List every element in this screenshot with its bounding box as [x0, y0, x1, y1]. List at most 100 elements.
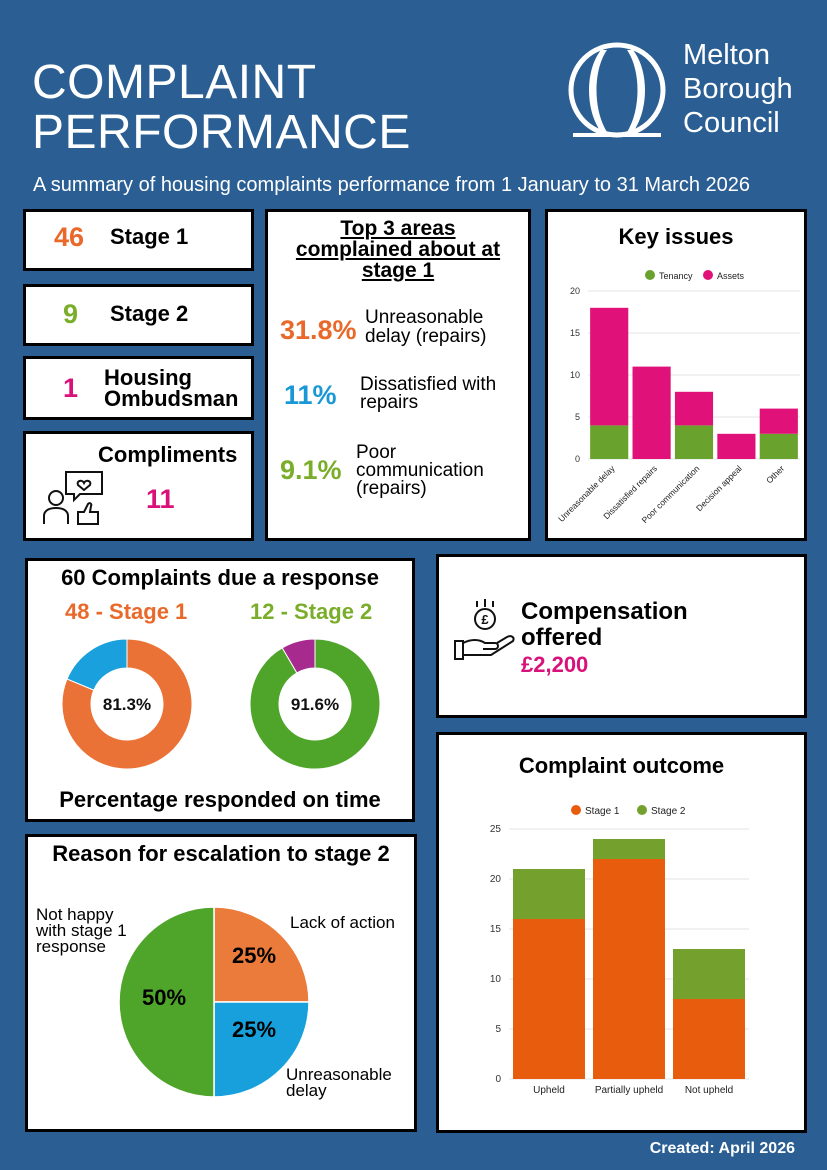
top-areas-title: Top 3 areas complained about at stage 1	[268, 218, 528, 281]
x-label-0: Upheld	[533, 1085, 565, 1096]
top-area-1-pct: 31.8%	[280, 315, 357, 345]
key-issues-card: Key issues Tenancy Assets 0 5 10 15 20 Unreason…	[545, 209, 807, 541]
page-subtitle: A summary of housing complaints performa…	[33, 174, 751, 196]
legend-marker-0	[571, 805, 581, 815]
due-stage1-label: 48 - Stage 1	[65, 599, 188, 624]
legend-marker-0	[645, 270, 655, 280]
stage1-card: 46 Stage 1	[23, 209, 254, 271]
ombudsman-label-line1: Housing	[104, 365, 192, 390]
logo-line-2: Borough	[683, 73, 793, 105]
y-tick-3: 15	[490, 924, 502, 935]
donut-center-label: 81.3%	[103, 695, 151, 714]
key-issues-title: Key issues	[618, 224, 734, 249]
stage2-label: Stage 2	[110, 301, 189, 326]
due-response-card: 60 Complaints due a response 48 - Stage …	[25, 558, 415, 822]
x-label-3: Decision appeal	[694, 463, 744, 513]
bar-2-0	[673, 999, 745, 1079]
svg-text:£: £	[481, 612, 489, 627]
not-happy-line3: response	[36, 937, 106, 956]
outcome-title: Complaint outcome	[518, 753, 725, 778]
y-tick-1: 5	[495, 1024, 501, 1035]
compensation-line2: offered	[521, 624, 603, 651]
compensation-card: £ Compensation offered £2,200	[436, 554, 807, 718]
escalation-label-lack-of-action: Lack of action	[290, 913, 395, 932]
top-area-2-label: Dissatisfied with repairs	[360, 374, 497, 413]
donut-segment-late	[66, 638, 128, 691]
bar-1-0	[593, 859, 665, 1079]
bar-0-1	[590, 307, 629, 426]
compliments-label: Compliments	[98, 442, 238, 467]
top-area-2-line2: repairs	[360, 392, 419, 413]
y-tick-1: 5	[575, 412, 580, 422]
logo-line-1: Melton	[683, 39, 771, 71]
unreasonable-line1: Unreasonable	[286, 1065, 392, 1084]
not-happy-line2: with stage 1	[36, 921, 127, 940]
top-area-1-line1: Unreasonable	[365, 307, 484, 328]
top-areas-card: Top 3 areas complained about at stage 1 …	[265, 209, 531, 541]
ombudsman-label: Housing Ombudsman	[104, 365, 238, 410]
compliments-count: 11	[146, 484, 175, 514]
bar-1-1	[632, 366, 671, 459]
bar-0-0	[590, 425, 629, 459]
x-label-2: Not upheld	[685, 1085, 733, 1096]
ombudsman-count: 1	[63, 373, 79, 403]
bar-2-1	[674, 391, 714, 426]
top-area-1-label: Unreasonable delay (repairs)	[365, 308, 486, 346]
pie-slice-2	[118, 906, 215, 1098]
legend-marker-1	[637, 805, 647, 815]
top-areas-title-line2: complained about at	[295, 238, 501, 261]
legend-label-1: Assets	[717, 271, 745, 281]
x-label-1: Partially upheld	[595, 1085, 663, 1096]
bar-4-0	[759, 433, 798, 459]
y-tick-0: 0	[495, 1074, 501, 1085]
top-area-3-line1: Poor	[356, 442, 397, 463]
y-tick-4: 20	[490, 874, 502, 885]
stage1-donut-chart: 81.3%	[61, 638, 193, 770]
due-stage2-label: 12 - Stage 2	[250, 599, 373, 624]
legend-label-0: Tenancy	[659, 271, 693, 281]
top-area-1-line2: delay (repairs)	[365, 326, 487, 347]
legend-label-0: Stage 1	[585, 806, 620, 817]
title-line-1: COMPLAINT	[32, 56, 317, 109]
bar-0-1	[513, 869, 585, 919]
top-areas-title-line1: Top 3 areas	[340, 217, 456, 240]
escalation-pie-chart	[118, 906, 310, 1098]
stage2-card: 9 Stage 2	[23, 284, 254, 346]
stage1-count: 46	[54, 222, 85, 252]
compensation-label: Compensation offered	[521, 599, 688, 651]
bar-3-1	[717, 433, 756, 459]
pie-label-not-happy: 50%	[142, 985, 187, 1010]
top-area-3-line3: (repairs)	[356, 478, 427, 499]
escalation-card: Reason for escalation to stage 2 Not hap…	[25, 834, 417, 1132]
compliment-person-icon	[43, 471, 103, 525]
pie-slice-1	[213, 1001, 310, 1098]
top-area-2-line1: Dissatisfied with	[360, 374, 497, 395]
donut-segment-on-time	[61, 638, 193, 770]
pie-slice-0	[213, 906, 310, 1003]
council-logo-icon	[568, 42, 666, 138]
top-area-2-pct: 11%	[284, 380, 337, 410]
page-title: COMPLAINT PERFORMANCE	[32, 58, 411, 158]
bar-1-1	[593, 839, 665, 859]
stage2-donut-chart: 91.6%	[249, 638, 381, 770]
donut-segment-late	[281, 638, 316, 674]
outcome-chart: Stage 1 Stage 2 0 5 10 15 20 25 Upheld Partially …	[490, 805, 749, 1096]
created-date: Created: April 2026	[649, 1140, 795, 1157]
escalation-label-not-happy: Not happy with stage 1 response	[36, 905, 127, 956]
compensation-line1: Compensation	[521, 598, 688, 625]
bar-0-0	[513, 919, 585, 1079]
bar-2-0	[674, 425, 714, 459]
y-tick-0: 0	[575, 454, 580, 464]
logo-line-3: Council	[683, 107, 780, 139]
legend-label-1: Stage 2	[651, 806, 686, 817]
y-tick-2: 10	[490, 974, 502, 985]
y-tick-4: 20	[570, 286, 580, 296]
escalation-title: Reason for escalation to stage 2	[52, 841, 390, 866]
pie-label-lack-of-action: 25%	[232, 943, 277, 968]
not-happy-line1: Not happy	[36, 905, 114, 924]
compensation-amount: £2,200	[521, 652, 589, 677]
unreasonable-line2: delay	[286, 1081, 327, 1100]
title-line-2: PERFORMANCE	[32, 106, 411, 159]
y-tick-3: 15	[570, 328, 580, 338]
